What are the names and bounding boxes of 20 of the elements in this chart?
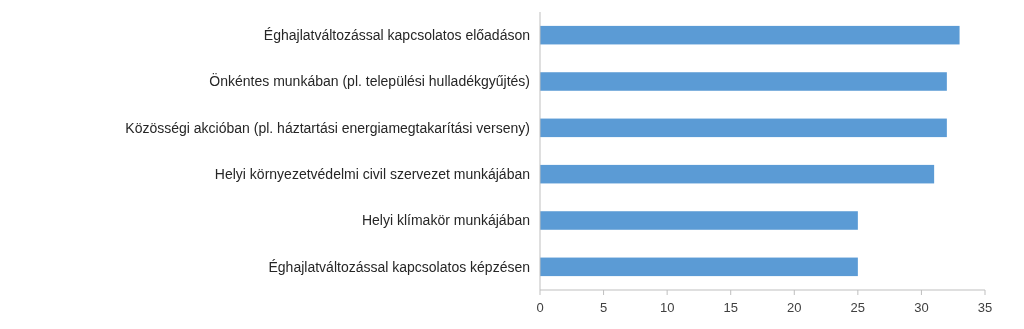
y-tick-label: Helyi környezetvédelmi civil szervezet munkájában: [214, 166, 530, 183]
x-tick-label: 35: [977, 300, 993, 315]
y-tick-label: Éghajlatváltozással kapcsolatos képzésen: [268, 258, 530, 275]
x-tick-label: 25: [850, 300, 866, 315]
bar: [540, 72, 947, 91]
x-tick-label: 0: [536, 300, 544, 315]
y-tick-label: Közösségi akcióban (pl. háztartási energiamegtakarítási verseny): [125, 119, 530, 136]
x-tick-label: 20: [787, 300, 802, 315]
bar: [540, 25, 960, 45]
x-tick-label: 5: [599, 300, 608, 315]
bar: [540, 257, 858, 277]
x-tick-label: 15: [723, 300, 738, 315]
y-tick-label: Éghajlatváltozással kapcsolatos előadáson: [263, 27, 530, 44]
y-tick-label: Helyi klímakör munkájában: [361, 212, 530, 229]
y-tick-label: Önkéntes munkában (pl. települési hulladékgyűjtés): [209, 72, 530, 90]
x-tick-label: 10: [659, 300, 675, 315]
bar: [540, 211, 858, 230]
bar: [540, 164, 935, 184]
bar: [540, 118, 947, 138]
x-tick-label: 30: [914, 300, 929, 315]
